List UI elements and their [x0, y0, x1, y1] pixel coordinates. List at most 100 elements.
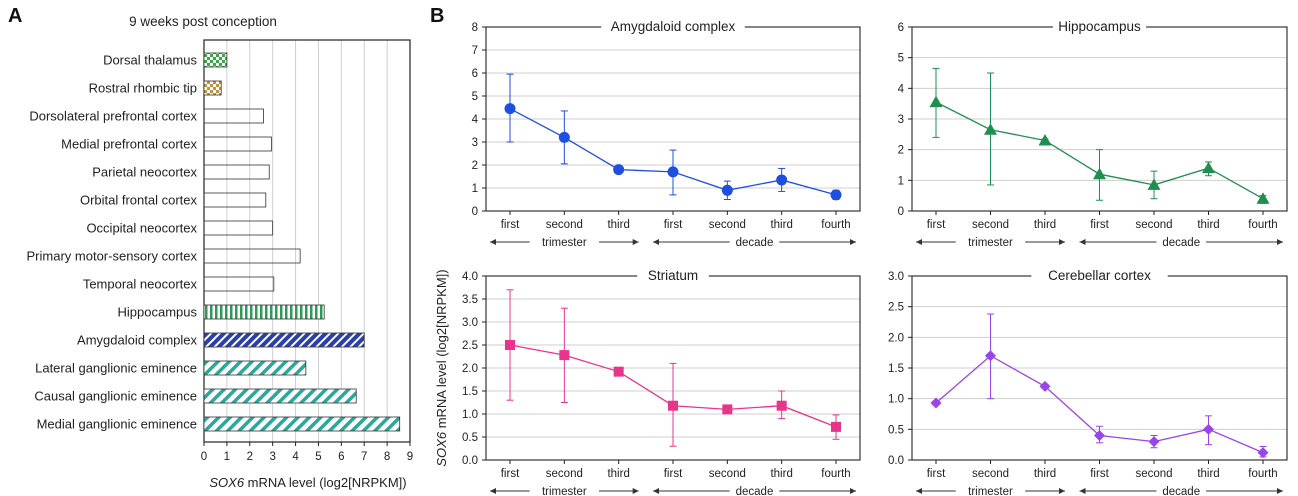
x-tick-label: 1: [224, 451, 230, 463]
data-point: [776, 400, 787, 411]
x-tick-label: third: [770, 219, 792, 231]
x-tick-label: third: [607, 219, 629, 231]
bar-lateral-ganglionic-eminence: [203, 360, 307, 376]
data-point: [1148, 436, 1160, 448]
x-tick-label: 4: [292, 451, 299, 463]
y-tick-label: 0: [472, 206, 478, 218]
line-chart-amygdaloid-complex: Amygdaloid complex 0 1 2 3 4 5 6 7 8 first second th…: [472, 18, 861, 249]
data-point: [1039, 380, 1051, 392]
group-arrow-left-arrowhead: [490, 488, 496, 494]
category-label-orbital-frontal-cortex: Orbital frontal cortex: [80, 193, 198, 208]
data-point: [504, 103, 516, 115]
x-tick-label: second: [972, 219, 1009, 231]
bar-medial-ganglionic-eminence: [203, 416, 401, 432]
bar-plot-frame: [203, 39, 411, 443]
y-tick-label: 3.0: [888, 271, 904, 283]
x-tick-label: third: [1197, 468, 1219, 480]
chart-title-background: [1031, 267, 1168, 285]
group-label: trimester: [968, 486, 1013, 496]
x-tick-label: third: [770, 468, 792, 480]
x-tick-label: 7: [361, 451, 367, 463]
category-label-lateral-ganglionic-eminence: Lateral ganglionic eminence: [35, 361, 197, 376]
group-label: decade: [1162, 237, 1200, 249]
chart-title-background: [637, 267, 709, 285]
y-axis-title-unit: mRNA level (log2[NRPKM]): [434, 269, 449, 432]
data-point: [721, 184, 733, 196]
category-label-dorsal-thalamus: Dorsal thalamus: [103, 53, 197, 68]
group-arrow-left-arrowhead: [1079, 239, 1086, 245]
group-arrow-right-arrowhead: [1277, 239, 1283, 245]
line-chart-hippocampus: Hippocampus 0 1 2 3 4 5 6 first second third first s…: [898, 18, 1288, 249]
group-label: trimester: [968, 237, 1013, 249]
y-tick-label: 4: [472, 114, 479, 126]
data-point: [930, 397, 942, 409]
chart-title-background: [1052, 18, 1147, 36]
y-tick-label: 1: [898, 175, 904, 187]
y-tick-label: 2.0: [888, 332, 904, 344]
data-point: [722, 404, 733, 415]
x-tick-label: third: [607, 468, 629, 480]
data-point: [613, 164, 625, 176]
y-tick-label: 5: [472, 91, 478, 103]
x-tick-label: fourth: [1248, 219, 1277, 231]
x-tick-label: 9: [407, 451, 413, 463]
data-point: [1203, 423, 1214, 435]
y-tick-label: 4: [898, 83, 905, 95]
bar-primary-motor-sensory-cortex: [203, 248, 301, 264]
bar-dorsal-thalamus: [203, 52, 228, 68]
data-point: [1038, 133, 1052, 146]
data-point: [1202, 161, 1215, 174]
x-tick-label: third: [1034, 468, 1056, 480]
x-tick-label: first: [501, 468, 520, 480]
bar-temporal-neocortex: [203, 276, 275, 292]
data-point: [613, 366, 624, 377]
category-label-medial-ganglionic-eminence: Medial ganglionic eminence: [37, 417, 197, 432]
x-tick-label: second: [709, 468, 746, 480]
y-tick-label: 3.0: [462, 317, 478, 329]
x-tick-label: second: [546, 219, 583, 231]
line-chart-cerebellar-cortex: Cerebellar cortex 0.0 0.5 1.0 1.5 2.0 2.5 3.0 fi…: [888, 267, 1288, 496]
category-label-temporal-neocortex: Temporal neocortex: [83, 277, 198, 292]
chart-title: Hippocampus: [1058, 19, 1141, 34]
y-tick-label: 1.0: [888, 394, 904, 406]
category-label-occipital-neocortex: Occipital neocortex: [86, 221, 197, 236]
y-tick-label: 8: [472, 22, 478, 34]
y-axis-title-gene: SOX6: [434, 431, 449, 466]
x-tick-label: 6: [338, 451, 344, 463]
x-tick-label: second: [972, 468, 1009, 480]
y-tick-label: 1: [472, 183, 478, 195]
data-point: [929, 95, 943, 108]
category-label-primary-motor-sensory-cortex: Primary motor-sensory cortex: [27, 249, 198, 264]
group-arrow-left-arrowhead: [653, 239, 659, 245]
group-arrow-right-arrowhead: [850, 488, 856, 494]
group-arrow-left-arrowhead: [916, 239, 922, 245]
bar-chart: 0 1 2 3 4 5 6 7 8 9 Dorsal thalamus Rostral rhombic…: [27, 39, 413, 463]
data-point: [1094, 429, 1105, 441]
x-tick-label: second: [1135, 219, 1172, 231]
x-tick-label: first: [927, 468, 946, 480]
y-tick-label: 6: [472, 68, 478, 80]
chart-title: Cerebellar cortex: [1048, 268, 1151, 283]
y-tick-label: 0.0: [462, 455, 478, 467]
y-tick-label: 0.5: [462, 432, 478, 444]
x-tick-label: 5: [315, 451, 321, 463]
x-tick-label: third: [1197, 219, 1219, 231]
chart-title: Striatum: [648, 268, 698, 283]
category-label-dorsolateral-prefrontal-cortex: Dorsolateral prefrontal cortex: [29, 109, 197, 124]
x-tick-label: fourth: [821, 468, 850, 480]
bar-causal-ganglionic-eminence: [203, 388, 357, 404]
panel-letter-a: A: [8, 5, 22, 27]
bar-orbital-frontal-cortex: [203, 192, 267, 208]
data-point: [985, 350, 996, 362]
category-label-rostral-rhombic-tip: Rostral rhombic tip: [89, 81, 197, 96]
group-label: trimester: [542, 486, 587, 496]
x-tick-label: 8: [384, 451, 390, 463]
category-label-medial-prefrontal-cortex: Medial prefrontal cortex: [61, 137, 197, 152]
x-axis-title-unit: mRNA level (log2[NRPKM]): [244, 475, 407, 490]
data-point: [558, 131, 570, 143]
y-tick-label: 6: [898, 22, 904, 34]
y-tick-label: 4.0: [462, 271, 478, 283]
y-tick-label: 0.5: [888, 424, 904, 436]
group-label: decade: [736, 486, 774, 496]
data-point: [776, 174, 788, 186]
